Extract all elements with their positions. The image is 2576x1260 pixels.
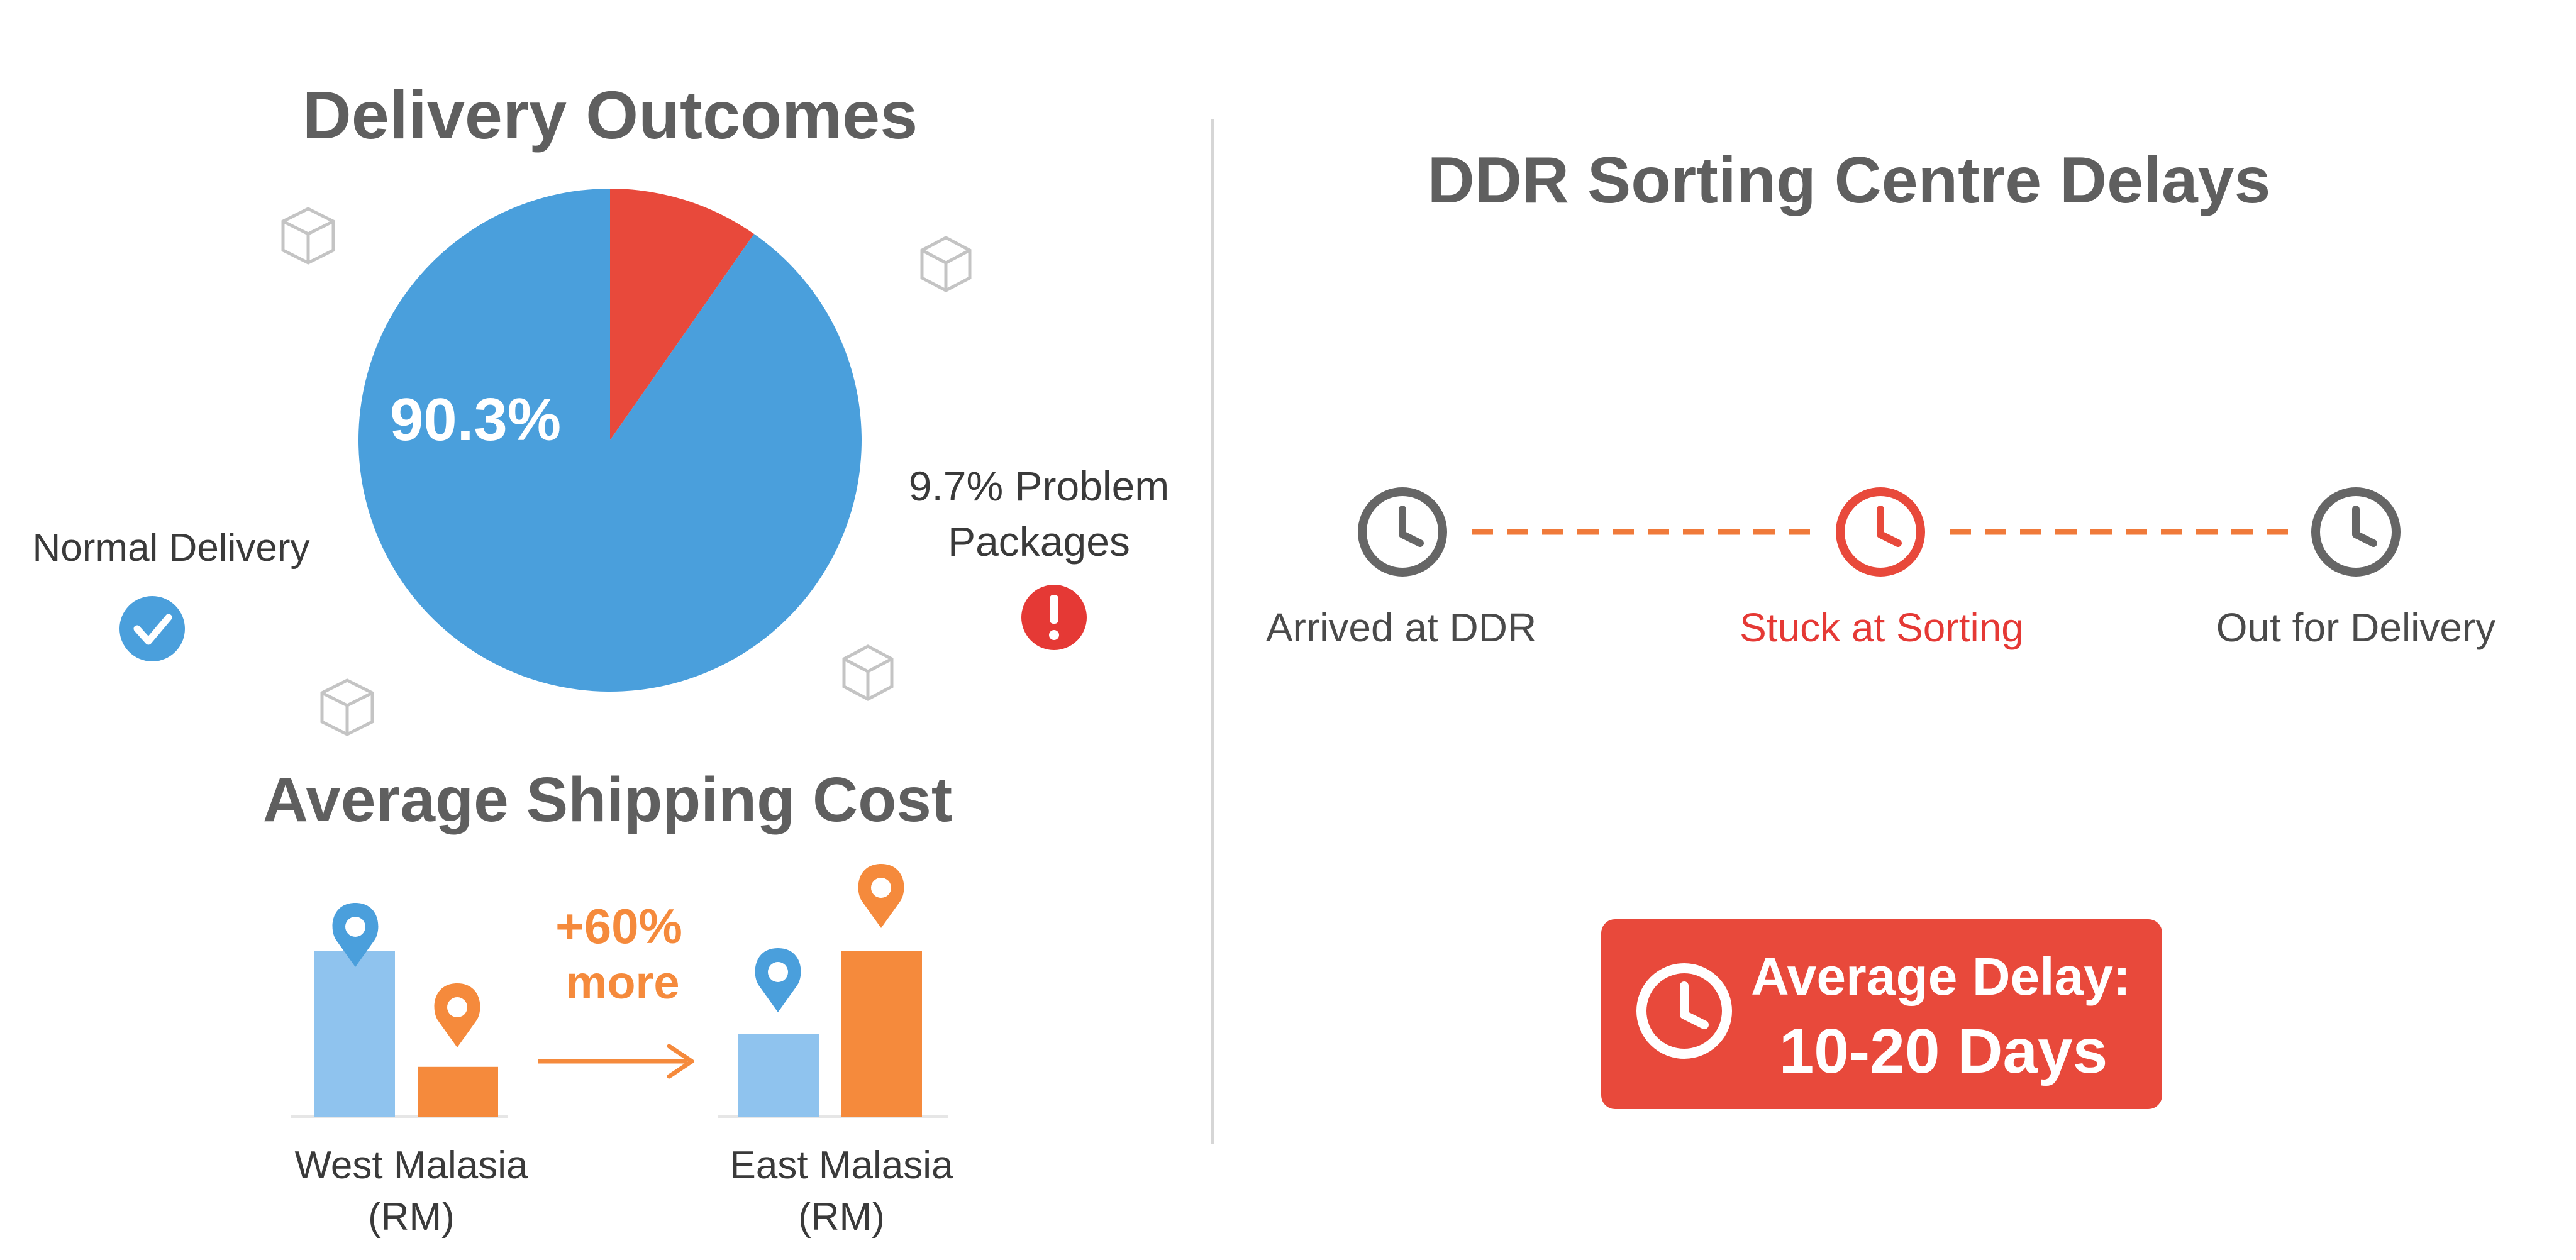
delivery-outcomes-pie: 9.7%90.3% <box>358 189 862 692</box>
clock-icon <box>1636 963 1732 1059</box>
cost-bar <box>738 1034 819 1117</box>
cost-bar <box>418 1066 498 1117</box>
location-pin-icon <box>858 864 904 928</box>
normal-delivery-label: Normal Delivery <box>33 526 310 570</box>
pie-slice <box>358 189 862 692</box>
west-malasia-label: West Malasia <box>295 1144 528 1187</box>
stage-stuck-label: Stuck at Sorting <box>1740 605 2024 650</box>
west-unit-label: (RM) <box>368 1195 455 1239</box>
shipping-cost-title: Average Shipping Cost <box>263 765 952 835</box>
average-delay-banner: Average Delay: 10-20 Days <box>1601 919 2162 1109</box>
clock-icon <box>2311 487 2401 577</box>
problem-packages-label-line1: 9.7% Problem <box>909 463 1170 509</box>
clock-icon <box>1358 487 1447 577</box>
alert-icon <box>1021 585 1087 650</box>
package-icon <box>281 207 335 265</box>
delivery-outcomes-title: Delivery Outcomes <box>303 77 918 153</box>
problem-packages-label-line2: Packages <box>948 518 1130 565</box>
average-delay-label: Average Delay: <box>1751 947 2131 1006</box>
package-icon <box>320 678 374 736</box>
cost-bar <box>314 951 395 1117</box>
increase-more-label: more <box>566 956 680 1009</box>
stage-arrived-label: Arrived at DDR <box>1266 605 1536 650</box>
ddr-delays-title: DDR Sorting Centre Delays <box>1428 144 2271 217</box>
shipping-cost-bars <box>314 951 922 1117</box>
package-icon <box>920 236 972 292</box>
clock-icon <box>1836 487 1925 577</box>
location-pin-icon <box>755 948 801 1012</box>
cost-bar <box>841 951 922 1117</box>
arrow-right-icon <box>538 1044 694 1079</box>
package-icon <box>842 644 894 701</box>
check-icon <box>119 596 185 661</box>
pie-slice-label: 90.3% <box>390 386 561 453</box>
average-delay-value: 10-20 Days <box>1779 1016 2108 1086</box>
stage-out-label: Out for Delivery <box>2216 605 2496 650</box>
increase-percent-label: +60% <box>555 898 682 954</box>
pie-slice <box>610 189 754 440</box>
east-malasia-label: East Malasia <box>730 1144 953 1187</box>
location-pin-icon <box>332 903 379 967</box>
east-unit-label: (RM) <box>798 1195 885 1239</box>
location-pin-icon <box>434 983 480 1047</box>
